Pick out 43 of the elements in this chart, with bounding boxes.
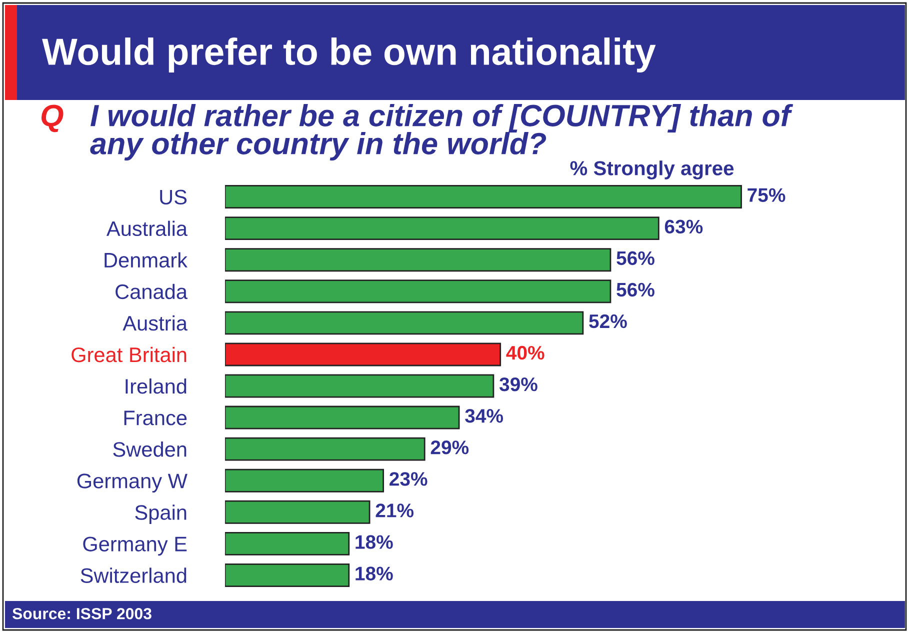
- y-tick-label: Denmark: [104, 252, 188, 268]
- y-tick-label: France: [124, 410, 187, 426]
- bar: [225, 500, 370, 524]
- chart-title: Would prefer to be own nationality: [42, 38, 656, 72]
- bar: [225, 468, 384, 492]
- data-label: 18%: [356, 566, 393, 580]
- y-tick-label: US: [160, 190, 187, 205]
- source-note: Source: ISSP 2003: [12, 608, 152, 620]
- y-tick-label: Switzerland: [80, 568, 186, 583]
- y-tick-label: Canada: [116, 284, 188, 300]
- data-label: 75%: [748, 188, 786, 202]
- data-label: 40%: [506, 346, 544, 360]
- data-label: 56%: [616, 251, 654, 266]
- y-tick-label: Germany E: [83, 536, 187, 556]
- y-tick-label: Sweden: [113, 442, 186, 457]
- bar: [225, 374, 494, 398]
- chart-subtitle: Q I would rather be a citizen of [COUNTRY] than of any other country in the world?: [41, 104, 794, 161]
- y-tick-label: Germany W: [77, 474, 188, 492]
- data-label: 52%: [589, 314, 627, 328]
- data-label: 56%: [616, 282, 654, 297]
- y-tick-label: Spain: [135, 504, 186, 524]
- bar: [225, 563, 350, 587]
- data-label: 29%: [430, 440, 469, 454]
- y-tick-label: Ireland: [126, 378, 186, 394]
- bar: [225, 342, 502, 366]
- y-tick-label: Australia: [106, 220, 188, 236]
- data-label: 39%: [499, 377, 538, 392]
- data-label: 21%: [376, 504, 414, 518]
- bar: [225, 185, 742, 209]
- bar: [225, 532, 350, 556]
- data-label: 18%: [356, 535, 393, 549]
- bar: [225, 311, 584, 335]
- data-label: 34%: [465, 408, 503, 423]
- data-label: 23%: [390, 472, 428, 486]
- y-tick-label: Austria: [122, 315, 188, 331]
- x-axis-title: % Strongly agree: [570, 160, 734, 180]
- y-tick-label: Great Britain: [72, 346, 186, 362]
- bar: [225, 280, 612, 304]
- bar: [225, 437, 426, 461]
- bar: [225, 406, 460, 430]
- bar: [225, 248, 612, 272]
- data-label: 63%: [664, 220, 703, 234]
- bar: [225, 216, 660, 240]
